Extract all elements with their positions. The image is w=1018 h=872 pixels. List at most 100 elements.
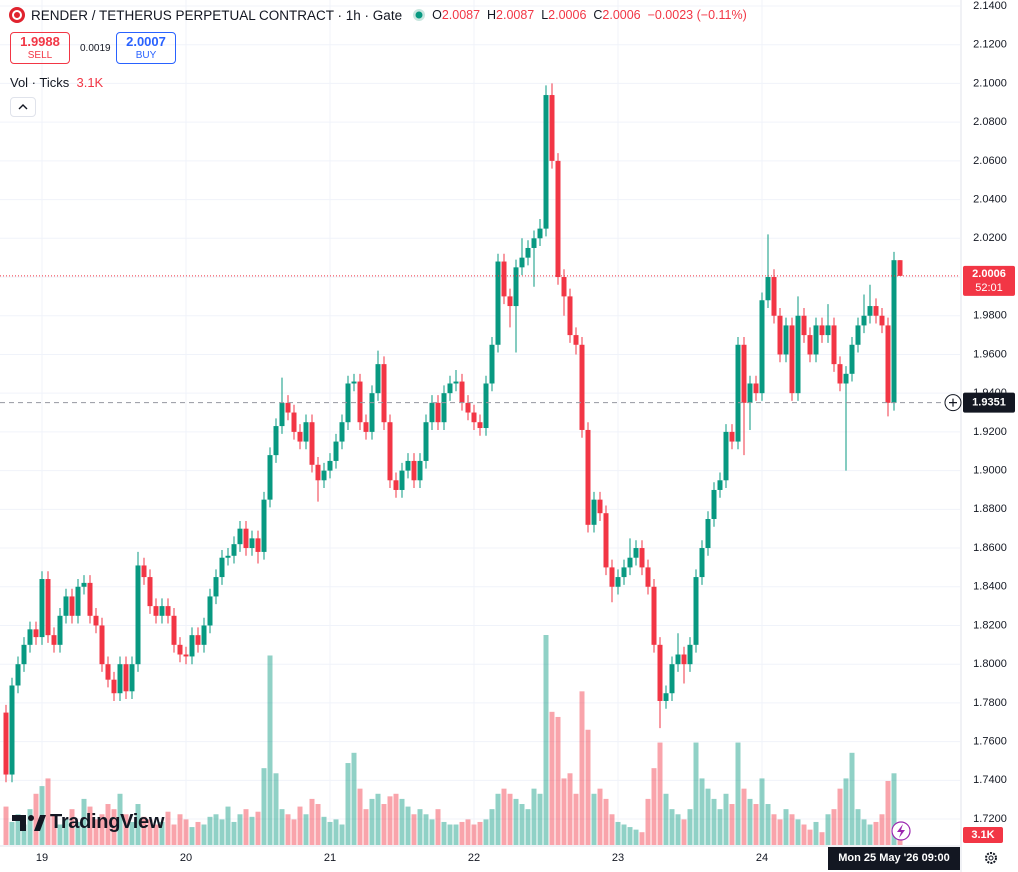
ohlc-value: 2.0006 (602, 8, 641, 22)
volume-bar (681, 819, 687, 845)
ohlc-value: 2.0087 (496, 8, 535, 22)
spread: 0.0019 (80, 43, 111, 54)
candle-body (237, 528, 243, 545)
volume-bar (897, 837, 903, 845)
volume-bar (789, 814, 795, 845)
candle-body (801, 315, 807, 336)
volume-bar (123, 814, 129, 845)
brand-logo (12, 814, 46, 831)
candle-body (615, 577, 621, 587)
candle-body (873, 306, 879, 316)
candle-body (621, 567, 627, 578)
candle-body (435, 402, 441, 423)
volume-bar (255, 811, 261, 845)
market-status (413, 9, 426, 21)
volume-bar (171, 824, 177, 845)
volume-bar (687, 809, 693, 845)
candle-body (249, 538, 255, 549)
candle-body (537, 228, 543, 239)
y-tick-label: 1.7400 (973, 774, 1007, 786)
volume-bar (267, 655, 273, 845)
candle-body (405, 460, 411, 471)
volume-bar (165, 811, 171, 845)
volume-bar (819, 832, 825, 845)
volume-bar (573, 793, 579, 845)
candle-body (687, 644, 693, 665)
candle-body (189, 635, 195, 657)
candle-body (135, 565, 141, 665)
candle-body (33, 629, 39, 638)
candle-body (633, 548, 639, 558)
candle-body (267, 455, 273, 500)
volume-bar (99, 814, 105, 845)
candle-body (15, 664, 21, 686)
volume-bar (315, 804, 321, 845)
candle-body (879, 315, 885, 326)
collapse-button[interactable] (10, 97, 36, 117)
candle-body (27, 629, 33, 645)
volume-bar (117, 793, 123, 845)
candle-body (429, 402, 435, 423)
volume-bar (51, 814, 57, 845)
x-tick-label: 19 (36, 852, 48, 864)
settings-button[interactable] (985, 852, 997, 864)
candle-body (219, 557, 225, 578)
symbol-title[interactable]: RENDER / TETHERUS PERPETUAL CONTRACT · 1… (31, 7, 403, 23)
candle-body (39, 579, 45, 638)
volume-bar (495, 793, 501, 845)
volume-bar (405, 806, 411, 845)
candle-body (375, 364, 381, 394)
volume-bar (447, 824, 453, 845)
volume-bar (705, 788, 711, 845)
y-tick-label: 2.0400 (973, 193, 1007, 205)
candle-body (303, 422, 309, 442)
volume-bar (699, 778, 705, 845)
sell-button[interactable]: 1.9988 SELL (10, 32, 70, 64)
ohlc-label: H (487, 8, 497, 22)
candle-body (411, 460, 417, 481)
volume-bar (513, 798, 519, 845)
candle-body (477, 422, 483, 429)
volume-bar (63, 819, 69, 845)
volume-bar (783, 809, 789, 845)
candle-body (177, 644, 183, 655)
candle-body (597, 499, 603, 514)
candle-body (93, 615, 99, 626)
volume-bar (21, 824, 27, 845)
candle-body (3, 712, 9, 775)
candle-body (165, 606, 171, 616)
candle-body (783, 325, 789, 355)
volume-bar (375, 793, 381, 845)
candle-body (573, 335, 579, 345)
volume-bar (663, 793, 669, 845)
volume-bar (525, 809, 531, 845)
volume-bar (219, 819, 225, 845)
volume-bar (759, 778, 765, 845)
volume-bar (507, 793, 513, 845)
candle-body (579, 344, 585, 430)
candle-body (87, 582, 93, 616)
volume-bar (657, 742, 663, 845)
volume-bar (33, 793, 39, 845)
candle-body (549, 95, 555, 161)
volume-bar (195, 821, 201, 845)
candle-body (897, 260, 903, 276)
volume-bar (777, 819, 783, 845)
candle-body (645, 567, 651, 587)
y-tick-label: 2.1200 (973, 39, 1007, 51)
y-tick-label: 1.9200 (973, 426, 1007, 438)
candle-body (57, 615, 63, 645)
candle-body (261, 499, 267, 552)
volume-bar (873, 821, 879, 845)
y-tick-label: 1.9800 (973, 310, 1007, 322)
volume-bar (363, 809, 369, 845)
candle-body (273, 426, 279, 456)
buy-button[interactable]: 2.0007 BUY (116, 32, 176, 64)
y-tick-label: 1.8600 (973, 542, 1007, 554)
candle-body (561, 277, 567, 297)
volume-bar (621, 824, 627, 845)
volume-bar (435, 809, 441, 845)
candle-body (705, 519, 711, 549)
candle-body (51, 635, 57, 645)
volume-bar (795, 819, 801, 845)
